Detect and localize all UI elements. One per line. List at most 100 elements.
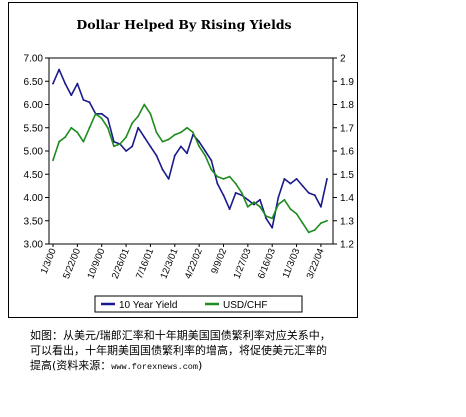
x-axis: 1/3/00 5/22/00 10/9/00 2/26/01 7/16/01 12/3/0… bbox=[39, 244, 327, 281]
data-point bbox=[246, 205, 249, 208]
data-point bbox=[307, 192, 310, 194]
data-point bbox=[204, 150, 207, 152]
x-tick-label: 6/16/03 bbox=[256, 247, 278, 281]
data-point bbox=[326, 219, 328, 222]
left-tick-label: 4.50 bbox=[24, 170, 44, 181]
left-tick-label: 3.00 bbox=[24, 240, 44, 251]
caption-line-1: 如图：从美元/瑞郎汇率和十年期美国国债繁利率对应关系中， bbox=[30, 329, 331, 342]
x-tick-label: 12/3/01 bbox=[158, 247, 180, 281]
line-chart: Dollar Helped By Rising Yields 3.00 3.50 4… bbox=[24, 17, 354, 313]
data-point bbox=[149, 145, 152, 148]
data-point bbox=[265, 215, 267, 218]
data-point bbox=[289, 208, 292, 211]
data-point bbox=[94, 112, 97, 115]
data-point bbox=[198, 140, 201, 143]
data-point bbox=[228, 175, 231, 178]
data-point bbox=[240, 192, 243, 194]
right-tick-label: 2 bbox=[340, 54, 346, 65]
legend-label-yield: 10 Year Yield bbox=[119, 300, 177, 311]
caption-source: www.forexnews.com bbox=[111, 362, 199, 372]
x-tick-label: 11/3/03 bbox=[281, 247, 303, 280]
data-point bbox=[125, 136, 127, 139]
data-point bbox=[131, 122, 134, 124]
x-tick-label: 1/3/00 bbox=[39, 247, 59, 276]
data-point bbox=[180, 145, 182, 148]
data-point bbox=[149, 112, 152, 115]
x-tick-label: 4/22/02 bbox=[183, 247, 205, 281]
chart-frame: Dollar Helped By Rising Yields 3.00 3.50 4… bbox=[8, 2, 358, 318]
data-point bbox=[82, 99, 85, 101]
data-point bbox=[307, 231, 310, 234]
caption-line-3-prefix: 提高(资料来源： bbox=[30, 359, 112, 372]
data-point bbox=[173, 154, 176, 157]
data-point bbox=[246, 198, 249, 201]
data-point bbox=[52, 82, 54, 85]
data-point bbox=[155, 131, 158, 134]
x-tick-label: 3/22/04 bbox=[305, 247, 327, 281]
data-point bbox=[100, 112, 103, 115]
series-layer bbox=[52, 68, 328, 234]
data-point bbox=[70, 94, 73, 97]
legend-label-usdchf: USD/CHF bbox=[223, 300, 267, 311]
caption: 如图：从美元/瑞郎汇率和十年期美国国债繁利率对应关系中， 可以看出，十年期美国国… bbox=[30, 328, 450, 375]
data-point bbox=[125, 150, 127, 152]
x-tick-label: 2/26/01 bbox=[110, 247, 132, 281]
x-tick-label: 7/16/01 bbox=[134, 247, 156, 281]
data-point bbox=[204, 154, 207, 157]
plot-area bbox=[48, 57, 334, 245]
data-point bbox=[216, 175, 219, 178]
data-point bbox=[186, 152, 188, 155]
data-point bbox=[192, 131, 194, 134]
data-point bbox=[283, 178, 286, 180]
data-point bbox=[173, 133, 176, 136]
data-point bbox=[88, 101, 91, 104]
data-point bbox=[277, 196, 280, 199]
data-point bbox=[295, 178, 298, 180]
series-line-yield bbox=[52, 68, 328, 229]
left-tick-label: 7.00 bbox=[24, 54, 44, 65]
data-point bbox=[271, 226, 274, 229]
data-point bbox=[131, 145, 134, 148]
data-point bbox=[180, 131, 182, 134]
right-tick-label: 1.5 bbox=[340, 170, 354, 181]
right-tick-label: 1.8 bbox=[340, 100, 354, 111]
data-point bbox=[113, 140, 115, 143]
data-point bbox=[198, 145, 201, 148]
x-tick-label: 5/22/00 bbox=[61, 247, 83, 281]
right-tick-label: 1.9 bbox=[340, 77, 354, 88]
data-point bbox=[222, 194, 225, 197]
data-point bbox=[210, 159, 213, 162]
data-point bbox=[137, 115, 140, 117]
left-axis: 3.00 3.50 4.00 4.50 5.00 5.50 6.00 6.50 7.00 bbox=[24, 54, 49, 251]
data-point bbox=[320, 222, 322, 225]
right-tick-label: 1.2 bbox=[340, 240, 354, 251]
data-point bbox=[320, 205, 322, 208]
left-tick-label: 6.50 bbox=[24, 77, 44, 88]
data-point bbox=[88, 126, 91, 129]
data-point bbox=[64, 136, 67, 139]
data-point bbox=[161, 168, 164, 171]
x-tick-label: 1/27/03 bbox=[232, 247, 254, 281]
data-point bbox=[326, 178, 328, 180]
chart-title: Dollar Helped By Rising Yields bbox=[76, 17, 291, 32]
data-point bbox=[106, 126, 109, 129]
data-point bbox=[271, 217, 274, 220]
data-point bbox=[52, 159, 54, 162]
data-point bbox=[143, 103, 146, 106]
data-point bbox=[82, 140, 85, 143]
data-point bbox=[216, 182, 219, 185]
data-point bbox=[301, 185, 304, 187]
data-point bbox=[137, 126, 140, 129]
data-point bbox=[234, 182, 237, 185]
data-point bbox=[155, 154, 158, 157]
left-tick-label: 4.00 bbox=[24, 193, 44, 204]
x-tick-label: 10/9/00 bbox=[85, 247, 107, 281]
data-point bbox=[64, 82, 67, 85]
data-point bbox=[167, 138, 170, 141]
data-point bbox=[167, 178, 170, 180]
data-point bbox=[228, 208, 231, 211]
data-point bbox=[186, 126, 188, 129]
data-point bbox=[106, 117, 109, 120]
data-point bbox=[58, 68, 60, 71]
caption-line-3: 提高(资料来源：www.forexnews.com) bbox=[30, 358, 450, 375]
